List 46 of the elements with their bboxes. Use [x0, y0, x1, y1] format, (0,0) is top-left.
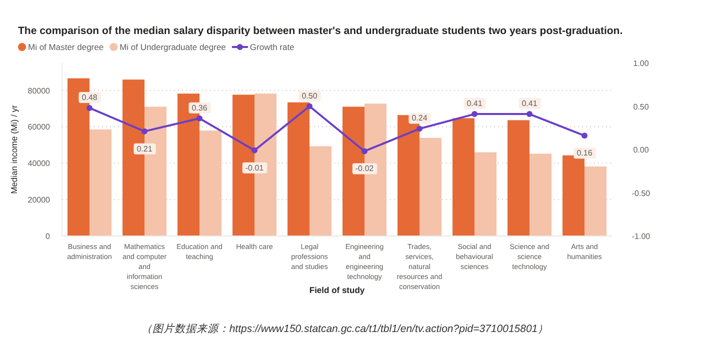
- data-label: -0.01: [245, 163, 264, 172]
- data-label: 0.16: [576, 148, 593, 158]
- y-tick-label: 0: [46, 232, 51, 241]
- data-label: 0.41: [466, 99, 483, 108]
- y2-tick-label: 0.00: [633, 146, 650, 154]
- y-axis-title: Median income (Mi) / yr: [9, 104, 19, 194]
- y-tick-label: 20000: [28, 196, 51, 205]
- bar: [474, 152, 496, 236]
- point: [362, 148, 368, 154]
- x-axis-title: Field of study: [309, 285, 365, 295]
- bar: [200, 130, 222, 236]
- bar: [420, 138, 442, 236]
- point: [196, 115, 202, 122]
- data-label: 0.50: [302, 91, 318, 100]
- data-label: 0.48: [82, 92, 98, 102]
- bar: [452, 118, 474, 236]
- point: [142, 128, 148, 134]
- bar: [508, 120, 530, 236]
- text: （图片数据来源：https://www150.statcan.gc.ca/t1/tbl1/en/tv.action?pid=3710015801）: [141, 323, 549, 335]
- data-label: 0.41: [522, 99, 538, 108]
- y2-tick-label: 0.50: [633, 102, 650, 112]
- y2-tick-label: -0.50: [632, 188, 651, 198]
- bar: [584, 166, 606, 236]
- bar: [530, 154, 552, 236]
- data-label: 0.24: [412, 114, 428, 123]
- y2-tick-label: -1.00: [632, 232, 651, 241]
- legend-label: Growth rate: [250, 42, 295, 52]
- data-label: 0.21: [136, 144, 153, 154]
- y-tick-label: 40000: [28, 159, 51, 168]
- bar: [310, 146, 332, 236]
- legend-label: Mi of Undergraduate degree: [120, 42, 226, 52]
- point: [306, 103, 312, 110]
- legend-label: Mi of Master degree: [28, 42, 104, 52]
- y-tick-label: 80000: [28, 86, 51, 96]
- point: [582, 132, 588, 139]
- y-tick-label: 60000: [28, 122, 51, 132]
- point: [526, 111, 532, 118]
- chart-title: The comparison of the median salary disparity between master's and undergraduate students two years post-graduation.: [18, 25, 623, 37]
- y2-tick-label: 1.00: [633, 59, 650, 68]
- point: [472, 111, 478, 118]
- bar: [90, 129, 112, 236]
- point: [86, 104, 92, 111]
- point: [416, 126, 422, 132]
- point: [252, 147, 258, 154]
- data-label: -0.02: [355, 164, 374, 174]
- data-label: 0.36: [192, 103, 208, 112]
